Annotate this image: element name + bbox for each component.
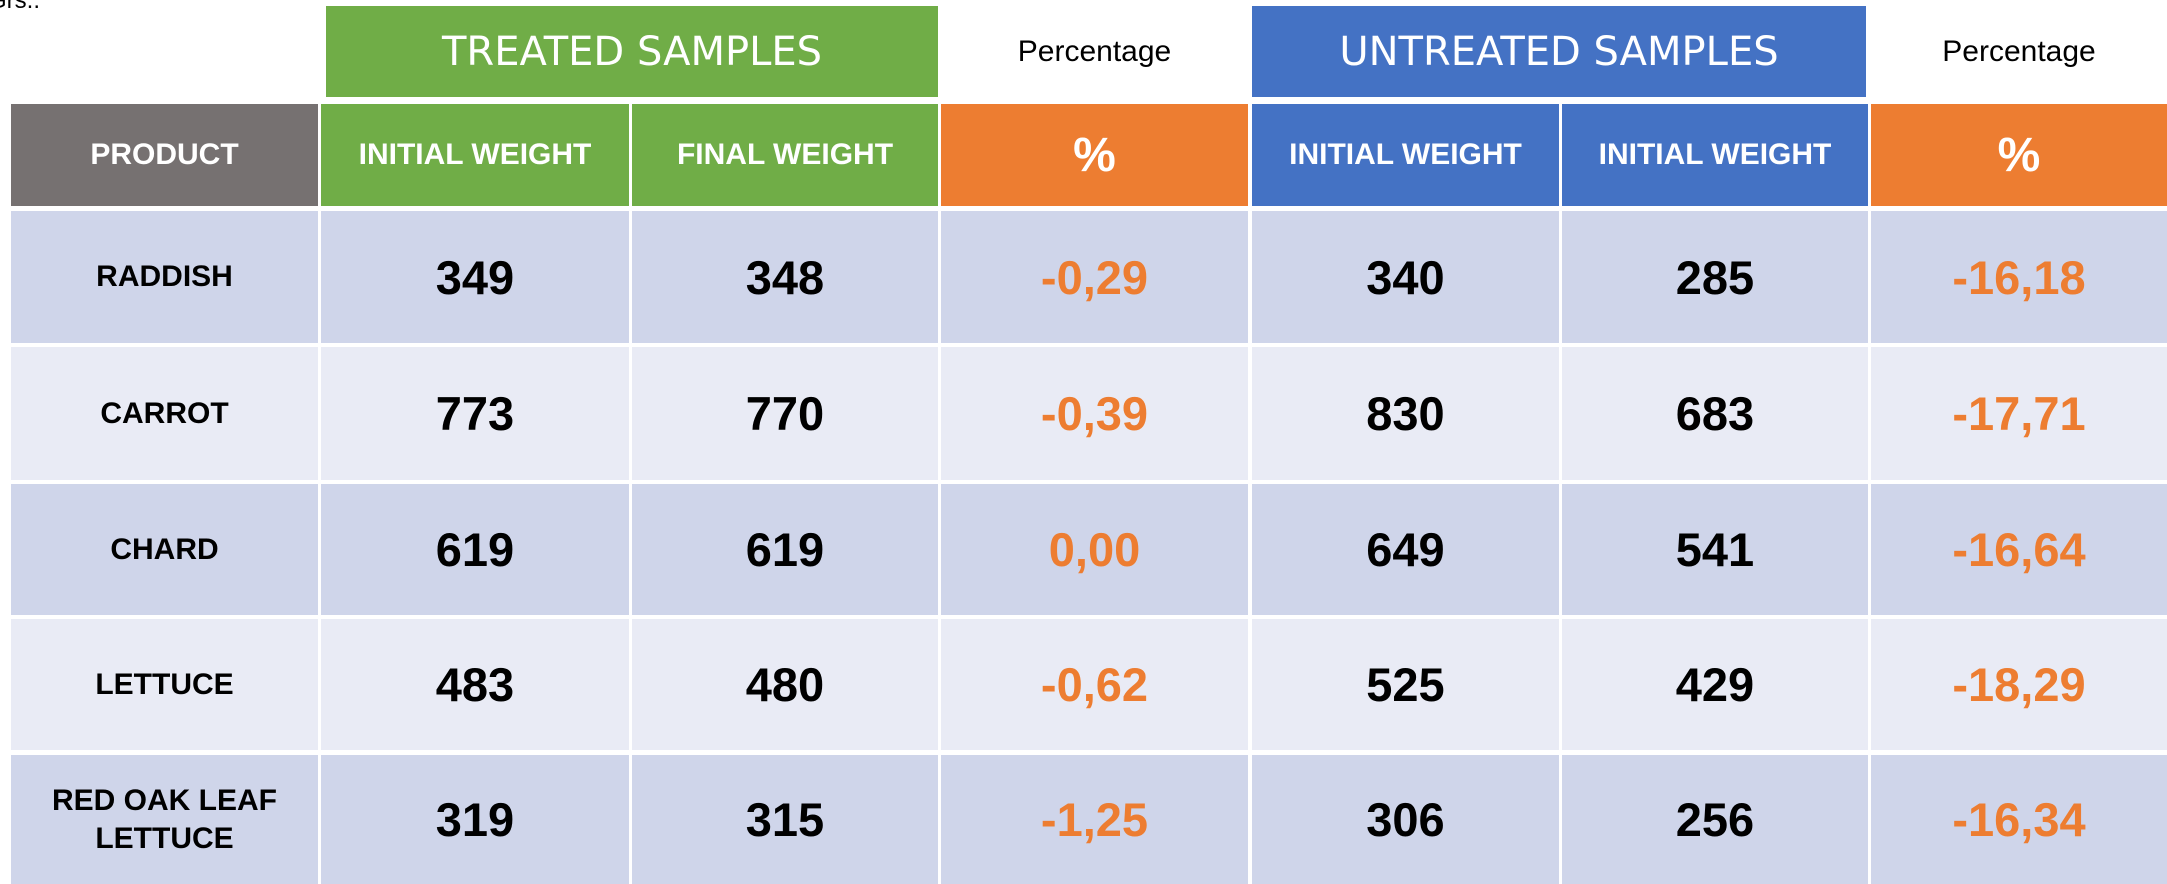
- table-cell: 340: [1252, 211, 1559, 343]
- table-cell: -17,71: [1871, 347, 2167, 480]
- percentage-label: Percentage: [1017, 34, 1172, 68]
- column-header: PRODUCT: [11, 104, 318, 206]
- table-cell: -16,34: [1871, 755, 2167, 884]
- product-name: RED OAK LEAF LETTUCE: [11, 755, 318, 884]
- table-cell: 256: [1562, 755, 1868, 884]
- product-name: RADDISH: [11, 211, 318, 343]
- table-cell: 349: [321, 211, 629, 343]
- column-header: %: [941, 104, 1248, 206]
- column-header: INITIAL WEIGHT: [1252, 104, 1559, 206]
- column-header: INITIAL WEIGHT: [321, 104, 629, 206]
- note: Grs..: [0, 0, 40, 14]
- table-cell: 619: [321, 484, 629, 615]
- column-header: INITIAL WEIGHT: [1562, 104, 1868, 206]
- table-cell: 683: [1562, 347, 1868, 480]
- product-name: LETTUCE: [11, 619, 318, 750]
- table-cell: -0,39: [941, 347, 1248, 480]
- table-cell: -16,64: [1871, 484, 2167, 615]
- product-name: CHARD: [11, 484, 318, 615]
- table-cell: 619: [632, 484, 938, 615]
- table-cell: 319: [321, 755, 629, 884]
- table-cell: -1,25: [941, 755, 1248, 884]
- product-name: CARROT: [11, 347, 318, 480]
- table-cell: -0,62: [941, 619, 1248, 750]
- table-cell: 483: [321, 619, 629, 750]
- table-cell: 306: [1252, 755, 1559, 884]
- table-cell: 770: [632, 347, 938, 480]
- table-cell: -18,29: [1871, 619, 2167, 750]
- table-cell: 285: [1562, 211, 1868, 343]
- table-cell: 480: [632, 619, 938, 750]
- table-cell: 830: [1252, 347, 1559, 480]
- untreated-title: UNTREATED SAMPLES: [1252, 6, 1866, 97]
- table-cell: 541: [1562, 484, 1868, 615]
- table-cell: -0,29: [941, 211, 1248, 343]
- table-cell: 315: [632, 755, 938, 884]
- table-cell: -16,18: [1871, 211, 2167, 343]
- table-cell: 525: [1252, 619, 1559, 750]
- column-header: FINAL WEIGHT: [632, 104, 938, 206]
- table-cell: 773: [321, 347, 629, 480]
- table-cell: 0,00: [941, 484, 1248, 615]
- table-cell: 649: [1252, 484, 1559, 615]
- table-cell: 348: [632, 211, 938, 343]
- treated-title: TREATED SAMPLES: [326, 6, 938, 97]
- table-cell: 429: [1562, 619, 1868, 750]
- column-header: %: [1871, 104, 2167, 206]
- percentage-label: Percentage: [1942, 34, 2096, 68]
